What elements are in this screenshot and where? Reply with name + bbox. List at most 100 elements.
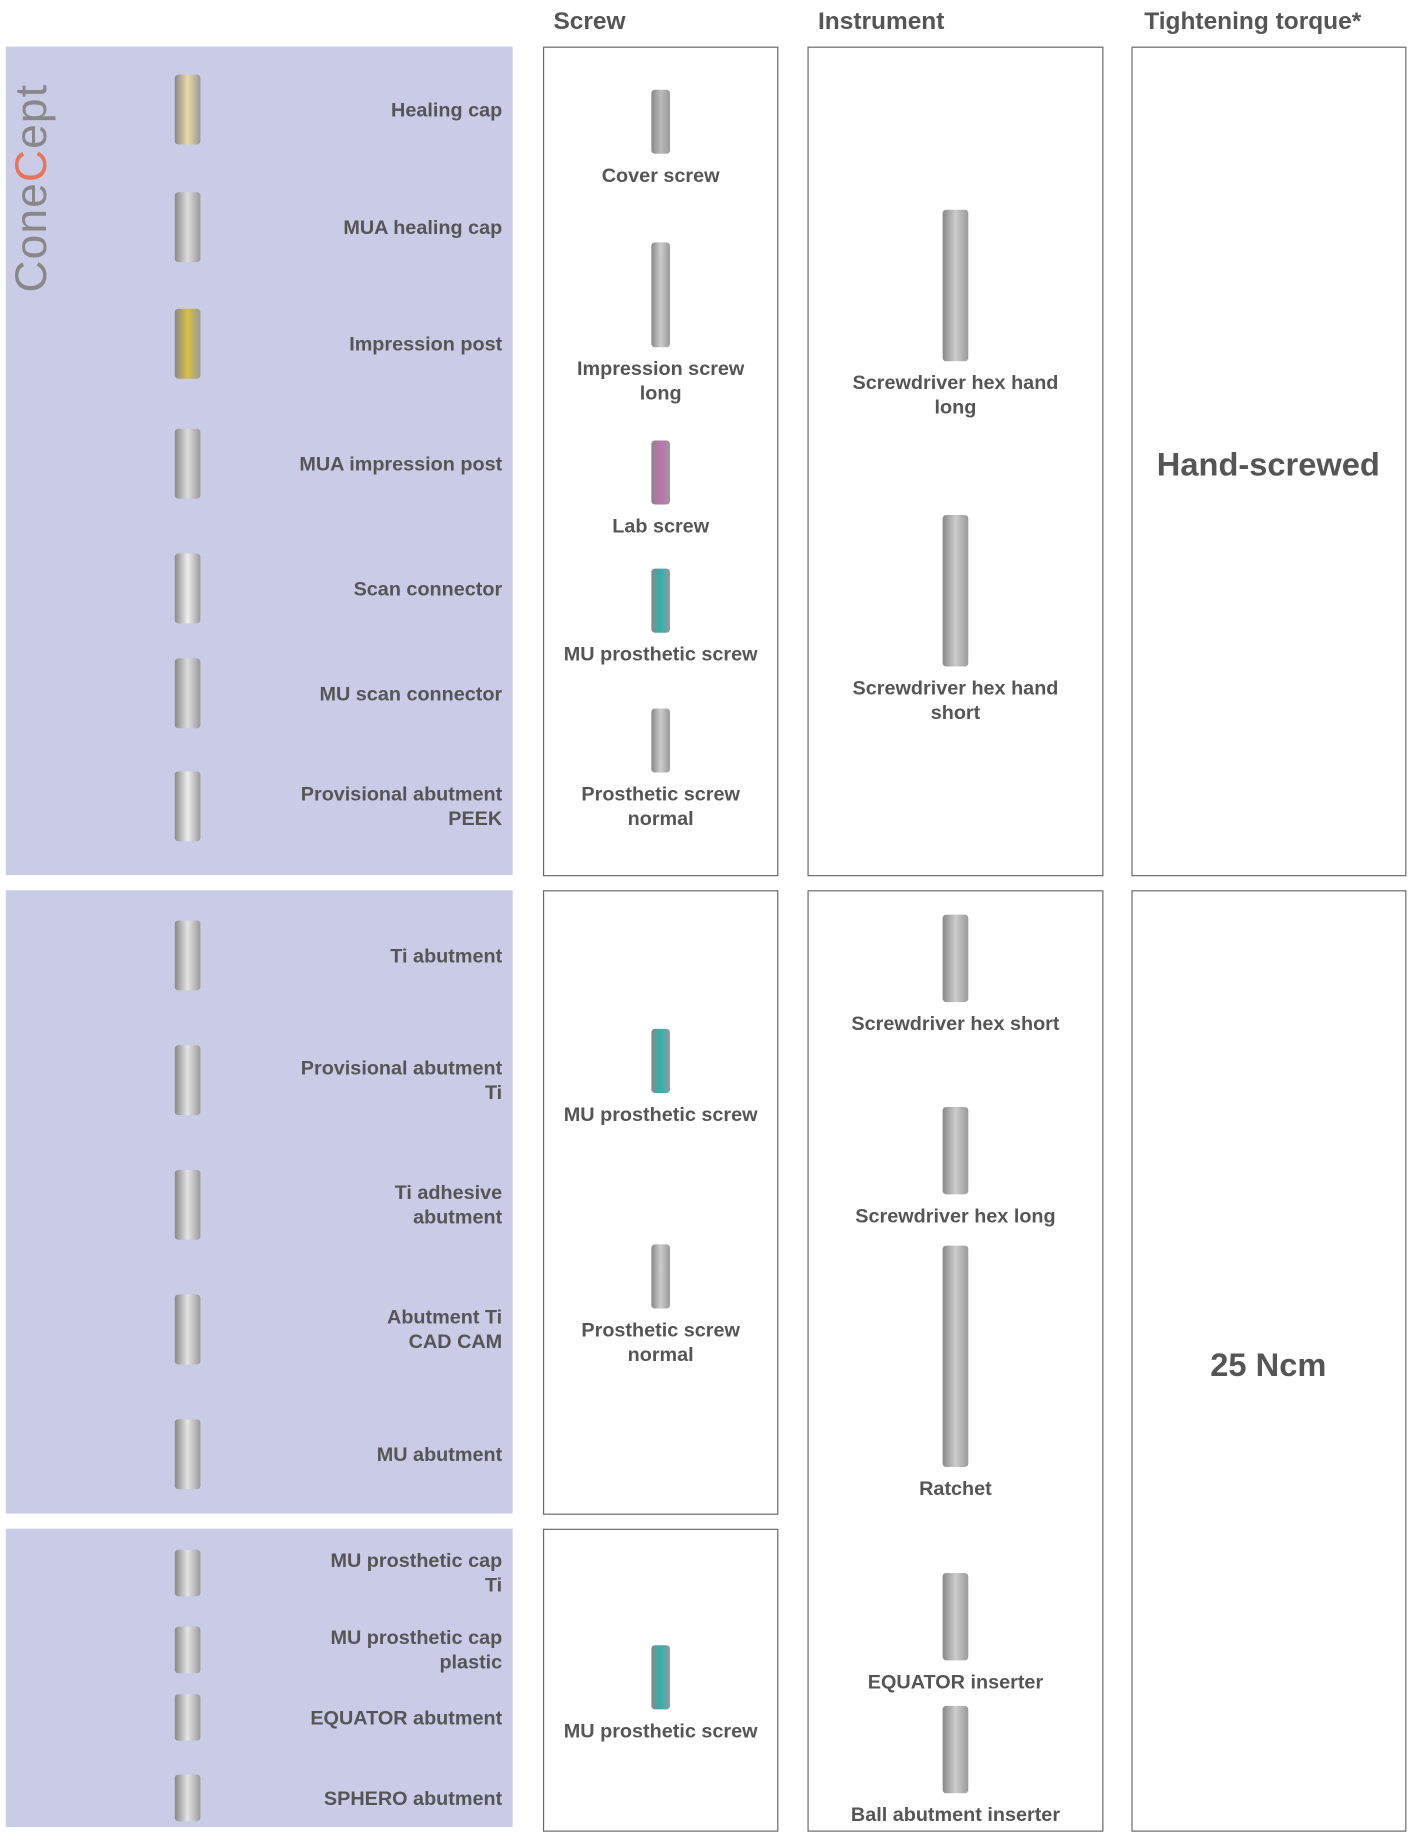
- label-line: MU prosthetic cap: [330, 1549, 503, 1572]
- brand-part: C: [7, 148, 57, 183]
- label-line: Abutment Ti: [387, 1306, 503, 1329]
- instrument-label: Screwdriver hex hand short: [807, 676, 1103, 725]
- label-line: Screwdriver hex hand: [852, 676, 1059, 700]
- instrument-box: [807, 46, 1104, 877]
- product-image: [651, 1028, 670, 1093]
- product-image: [174, 920, 201, 991]
- label-line: Screwdriver hex long: [855, 1204, 1056, 1227]
- label-line: Provisional abutment: [300, 783, 503, 806]
- item-label: Ti adhesive abutment: [153, 1180, 503, 1229]
- product-image: [174, 1774, 201, 1822]
- torque-value: 25 Ncm: [1210, 1346, 1327, 1384]
- item-label: Ti abutment: [153, 943, 503, 967]
- product-image: [174, 308, 201, 379]
- label-line: Screwdriver hex hand: [852, 371, 1059, 394]
- label-line: Ti abutment: [390, 944, 503, 967]
- brand-logo: ConeCept: [8, 83, 58, 293]
- label-line: Lab screw: [612, 514, 710, 537]
- label-line: MU prosthetic screw: [563, 642, 758, 665]
- label-line: normal: [627, 1343, 694, 1366]
- item-label: Provisional abutment PEEK: [153, 782, 503, 831]
- label-line: PEEK: [448, 807, 503, 830]
- product-image: [942, 1705, 969, 1793]
- label-line: Ratchet: [919, 1476, 992, 1500]
- label-line: MUA healing cap: [343, 216, 503, 239]
- product-image: [942, 515, 969, 667]
- product-image: [942, 1106, 969, 1194]
- label-line: long: [639, 382, 682, 405]
- product-image: [174, 1294, 201, 1365]
- section-panel: [5, 46, 513, 876]
- product-image: [651, 242, 670, 348]
- product-image: [942, 1572, 969, 1660]
- item-label: Provisional abutment Ti: [153, 1056, 503, 1105]
- item-label: MU abutment: [153, 1442, 503, 1466]
- label-line: Ti: [484, 1574, 503, 1597]
- product-image: [651, 1644, 670, 1709]
- brand-part: Cone: [7, 182, 57, 293]
- screw-label: Impression screw long: [543, 357, 778, 406]
- screw-label: MU prosthetic screw: [543, 1102, 778, 1126]
- item-label: EQUATOR abutment: [153, 1705, 503, 1729]
- label-line: Ti adhesive: [394, 1181, 503, 1204]
- screw-label: Cover screw: [543, 163, 778, 187]
- instrument-label: EQUATOR inserter: [807, 1669, 1103, 1693]
- item-label: MU prosthetic cap plastic: [153, 1625, 503, 1674]
- item-label: MU prosthetic cap Ti: [153, 1549, 503, 1598]
- product-image: [174, 1694, 201, 1741]
- instrument-label: Screwdriver hex long: [807, 1203, 1103, 1227]
- screw-label: Prosthetic screw normal: [543, 1318, 778, 1367]
- label-line: Prosthetic screw: [581, 1319, 740, 1342]
- label-line: abutment: [413, 1205, 503, 1229]
- product-image: [942, 1245, 969, 1467]
- product-image: [651, 568, 670, 633]
- product-image: [174, 771, 201, 842]
- product-image: [174, 658, 201, 729]
- screw-label: MU prosthetic screw: [543, 641, 778, 665]
- label-line: MU prosthetic screw: [563, 1719, 758, 1742]
- product-image: [174, 1419, 201, 1490]
- label-line: Ball abutment inserter: [850, 1803, 1061, 1826]
- screw-box: [542, 890, 779, 1515]
- label-line: Provisional abutment: [300, 1056, 503, 1079]
- label-line: EQUATOR abutment: [310, 1706, 503, 1729]
- instrument-label: Ratchet: [807, 1476, 1103, 1500]
- label-line: MU abutment: [376, 1443, 503, 1466]
- product-image: [174, 74, 201, 145]
- product-image: [942, 914, 969, 1002]
- brand-part: ept: [7, 83, 57, 149]
- section-panel: [5, 1528, 513, 1828]
- instrument-label: Screwdriver hex hand long: [807, 371, 1103, 420]
- label-line: Scan connector: [353, 577, 503, 600]
- item-label: MU scan connector: [153, 681, 502, 705]
- section-panel: [5, 890, 513, 1514]
- product-image: [174, 1626, 201, 1674]
- screw-label: Prosthetic screw normal: [543, 782, 778, 831]
- item-label: MUA impression post: [153, 452, 503, 476]
- label-line: Healing cap: [391, 98, 503, 121]
- product-image: [174, 1169, 201, 1240]
- torque-box: [1131, 46, 1407, 877]
- instrument-label: Ball abutment inserter: [807, 1802, 1103, 1826]
- item-label: Healing cap: [153, 97, 503, 121]
- label-line: plastic: [439, 1651, 503, 1674]
- product-image: [651, 439, 670, 504]
- label-line: Impression screw: [576, 357, 745, 380]
- label-line: CAD CAM: [408, 1330, 503, 1353]
- label-line: MU prosthetic screw: [563, 1102, 758, 1126]
- product-image: [174, 192, 201, 263]
- torque-value: Hand-screwed: [1156, 446, 1380, 483]
- label-line: MU prosthetic cap: [330, 1626, 503, 1649]
- label-line: Prosthetic screw: [581, 783, 740, 806]
- label-line: Ti: [484, 1081, 503, 1104]
- item-label: Abutment Ti CAD CAM: [153, 1305, 503, 1354]
- column-header: Instrument: [817, 8, 945, 35]
- item-label: MUA healing cap: [153, 215, 503, 239]
- product-image: [651, 89, 670, 154]
- label-line: MUA impression post: [299, 452, 503, 475]
- product-image: [174, 553, 201, 624]
- label-line: Impression post: [349, 332, 503, 355]
- column-header: Screw: [553, 8, 626, 35]
